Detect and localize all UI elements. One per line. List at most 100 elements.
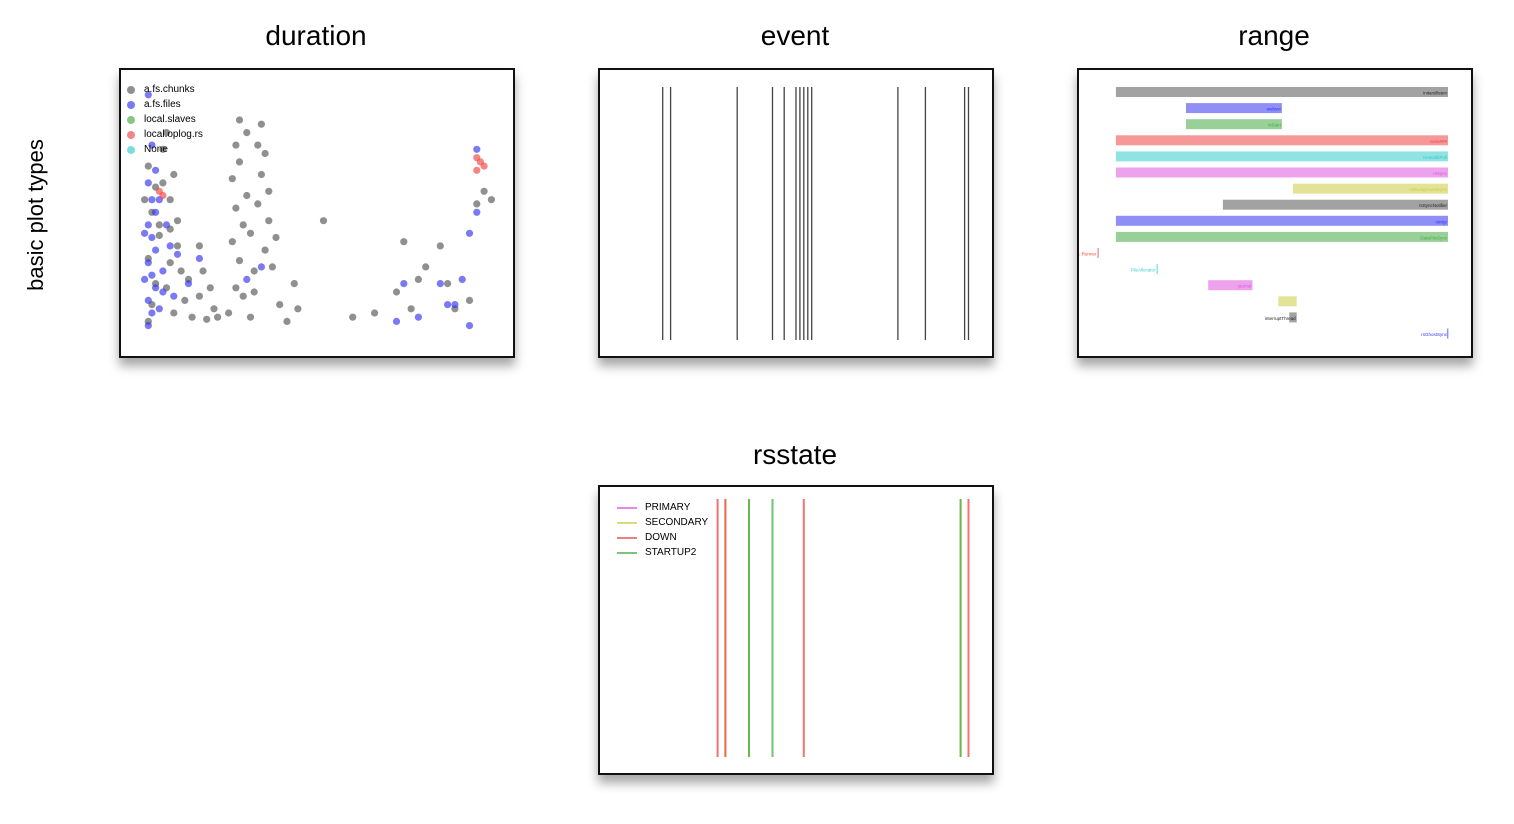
legend-marker (617, 521, 637, 524)
range-bar-label: initandlisten (1423, 91, 1447, 96)
duration-point-a-fs-chunks (228, 238, 236, 246)
duration-point-a-fs-chunks (436, 242, 444, 250)
duration-point-a-fs-chunks (195, 292, 203, 300)
duration-point-a-fs-files (465, 322, 474, 330)
duration-legend-item: a.fs.files (127, 97, 203, 112)
duration-point-a-fs-files (451, 301, 459, 309)
duration-point-a-fs-chunks (243, 129, 251, 137)
duration-point-a-fs-chunks (257, 120, 265, 128)
range-bar-rshealthpoll (1115, 151, 1448, 162)
duration-point-a-fs-chunks (173, 242, 182, 250)
duration-point-a-fs-files (144, 259, 152, 267)
range-bar-rsstart (1186, 119, 1282, 130)
duration-point-a-fs-files (458, 275, 466, 283)
duration-point-local-oplog-rs (473, 166, 481, 174)
duration-point-a-fs-chunks (261, 246, 269, 254)
duration-point-a-fs-files (436, 280, 444, 288)
range-plot-area: initandlisten websvr rsStart conn### rsHealt… (1079, 87, 1449, 339)
duration-point-a-fs-chunks (232, 284, 240, 292)
legend-label: STARTUP2 (645, 547, 697, 558)
duration-point-a-fs-chunks (349, 313, 357, 321)
range-bar-websvr (1186, 103, 1282, 114)
duration-point-a-fs-chunks (235, 257, 244, 265)
range-bar-rsbackgroundsync (1293, 183, 1448, 194)
duration-legend-item: None (127, 142, 203, 157)
range-bar-journal (1208, 280, 1253, 291)
duration-chart: a.fs.chunks a.fs.files local.slaves local.o… (119, 68, 515, 358)
duration-point-a-fs-chunks (177, 267, 185, 275)
duration-point-a-fs-files (400, 280, 408, 288)
duration-point-a-fs-chunks (188, 313, 196, 321)
duration-point-a-fs-chunks (206, 284, 214, 292)
duration-point-a-fs-files (444, 301, 452, 309)
range-bar-rssyncnotifier (1222, 199, 1448, 210)
duration-point-a-fs-files (170, 292, 178, 300)
duration-point-a-fs-chunks (250, 288, 258, 296)
range-bar-conn (1115, 135, 1448, 146)
duration-point-a-fs-chunks (162, 129, 171, 137)
duration-point-a-fs-chunks (228, 175, 236, 183)
range-bar-label: rsStart (1268, 123, 1282, 128)
duration-point-a-fs-chunks (144, 162, 152, 170)
duration-point-a-fs-chunks (181, 296, 189, 304)
rsstate-legend-item: SECONDARY (617, 515, 708, 530)
duration-legend: a.fs.chunks a.fs.files local.slaves local.o… (127, 82, 203, 157)
duration-point-a-fs-chunks (250, 267, 258, 275)
range-bar-periodictask-runner (1097, 248, 1099, 258)
duration-point-a-fs-chunks (465, 296, 474, 304)
duration-point-a-fs-files (257, 263, 265, 271)
duration-point-a-fs-chunks (225, 309, 233, 317)
range-chart: initandlisten websvr rsStart conn### rsHealt… (1077, 68, 1473, 358)
range-bar-label: rsHealthPoll (1423, 155, 1447, 160)
rsstate-title: rsstate (752, 439, 838, 470)
duration-point-a-fs-files (465, 229, 474, 237)
duration-point-a-fs-files (144, 179, 152, 187)
duration-point-a-fs-chunks (159, 179, 167, 187)
duration-point-a-fs-files (195, 254, 203, 263)
duration-point-a-fs-chunks (246, 229, 255, 237)
event-chart (598, 68, 994, 358)
duration-point-a-fs-files (144, 221, 152, 229)
legend-label: a.fs.chunks (144, 84, 195, 95)
duration-point-a-fs-chunks (276, 301, 284, 309)
duration-point-a-fs-chunks (257, 170, 265, 179)
range-bar-fileallocator (1156, 264, 1158, 275)
duration-point-a-fs-chunks (155, 231, 163, 239)
range-bar-label: rsSyncNotifier (1419, 203, 1448, 208)
duration-point-a-fs-chunks (173, 217, 182, 225)
range-bar-datafilesync (1115, 231, 1448, 242)
legend-label: None (144, 144, 168, 155)
legend-marker (127, 145, 135, 154)
range-bar-label: DataFileSync (1420, 235, 1448, 240)
duration-point-a-fs-chunks (268, 263, 276, 271)
duration-point-a-fs-files (141, 229, 149, 237)
duration-point-a-fs-chunks (203, 315, 211, 323)
range-bar-label: PeriodicTask::Runner (1079, 252, 1097, 257)
duration-point-a-fs-chunks (232, 141, 240, 149)
duration-point-a-fs-files (162, 221, 171, 229)
legend-marker (127, 115, 135, 124)
duration-point-a-fs-chunks (214, 313, 222, 321)
range-bar-label: conn### (1430, 139, 1448, 144)
duration-title: duration (265, 20, 367, 51)
duration-point-a-fs-chunks (414, 275, 422, 283)
duration-point-a-fs-files (144, 296, 152, 304)
range-bar-initandlisten (1115, 87, 1448, 97)
duration-point-a-fs-files (144, 322, 152, 330)
duration-point-a-fs-chunks (319, 217, 328, 225)
duration-point-a-fs-chunks (141, 196, 149, 204)
duration-point-a-fs-files (148, 271, 156, 279)
rsstate-legend-item: STARTUP2 (617, 545, 708, 560)
legend-label: a.fs.files (144, 99, 181, 110)
legend-label: local.slaves (144, 114, 196, 125)
duration-point-a-fs-chunks (239, 221, 247, 229)
duration-point-a-fs-chunks (235, 158, 244, 166)
duration-point-a-fs-files (166, 242, 174, 250)
duration-point-a-fs-chunks (210, 305, 218, 313)
legend-marker (127, 85, 135, 94)
duration-point-a-fs-files (159, 267, 167, 275)
duration-point-a-fs-files (184, 280, 193, 288)
duration-point-a-fs-chunks (265, 217, 273, 225)
duration-point-a-fs-chunks (235, 116, 244, 124)
duration-point-a-fs-files (473, 145, 481, 153)
